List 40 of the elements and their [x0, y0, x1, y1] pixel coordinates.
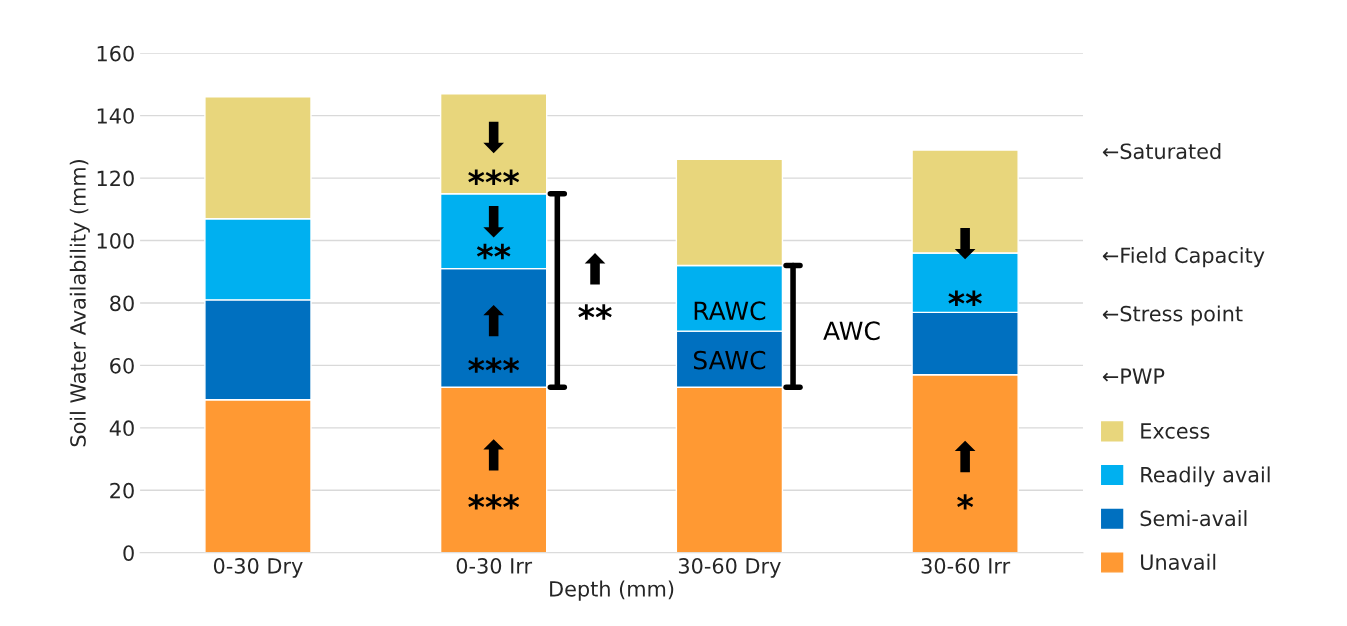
annotation: ⬇ [483, 121, 505, 154]
y-tick-label: 100 [97, 232, 134, 249]
annotation: ⬆ [483, 304, 505, 337]
annotation: ⬇ [954, 227, 976, 260]
y-tick-label: 60 [110, 357, 134, 374]
y-tick-label: 120 [97, 170, 134, 187]
text: ←Field Capacity [1102, 247, 1265, 268]
y-tick-label: 0 [123, 545, 134, 561]
text: ←PWP [1102, 368, 1165, 384]
annotation: ** [476, 243, 511, 260]
annotation: SAWC [693, 350, 766, 370]
legend-label: Excess [1141, 423, 1210, 439]
x-tick-label: 0-30 Irr [456, 557, 533, 574]
y-axis-title: Soil Water Availability (mm) [69, 160, 90, 447]
annotation: ⬆ [483, 439, 505, 471]
x-axis-title: Depth (mm) [550, 580, 674, 601]
annotation: RAWC [694, 301, 766, 321]
legend-label: Unavail [1141, 553, 1216, 570]
annotation: *** [468, 169, 520, 185]
annotation: *** [468, 494, 520, 510]
legend-label: Readily avail [1141, 466, 1270, 487]
y-tick-label: 160 [97, 45, 134, 62]
annotation: ⬆ [954, 440, 976, 473]
x-tick-label: 0-30 Dry [213, 557, 303, 578]
annotation: ⬇ [483, 206, 505, 238]
y-tick-label: 40 [109, 420, 134, 437]
annotation: ** [948, 290, 982, 307]
text: ←Stress point [1102, 305, 1243, 326]
x-tick-label: 30-60 Dry [678, 557, 781, 578]
legend-label: Semi-avail [1140, 510, 1247, 527]
text: ←Saturated [1102, 143, 1221, 160]
y-tick-label: 80 [110, 295, 134, 312]
annotation: AWC [823, 321, 880, 341]
y-tick-label: 140 [97, 108, 134, 124]
annotation: * [957, 494, 974, 510]
annotation: *** [468, 357, 520, 373]
y-tick-label: 20 [110, 482, 134, 499]
annotation: ⬆ [584, 253, 606, 285]
x-tick-label: 30-60 Irr [921, 557, 1011, 574]
annotation: ** [578, 304, 612, 320]
